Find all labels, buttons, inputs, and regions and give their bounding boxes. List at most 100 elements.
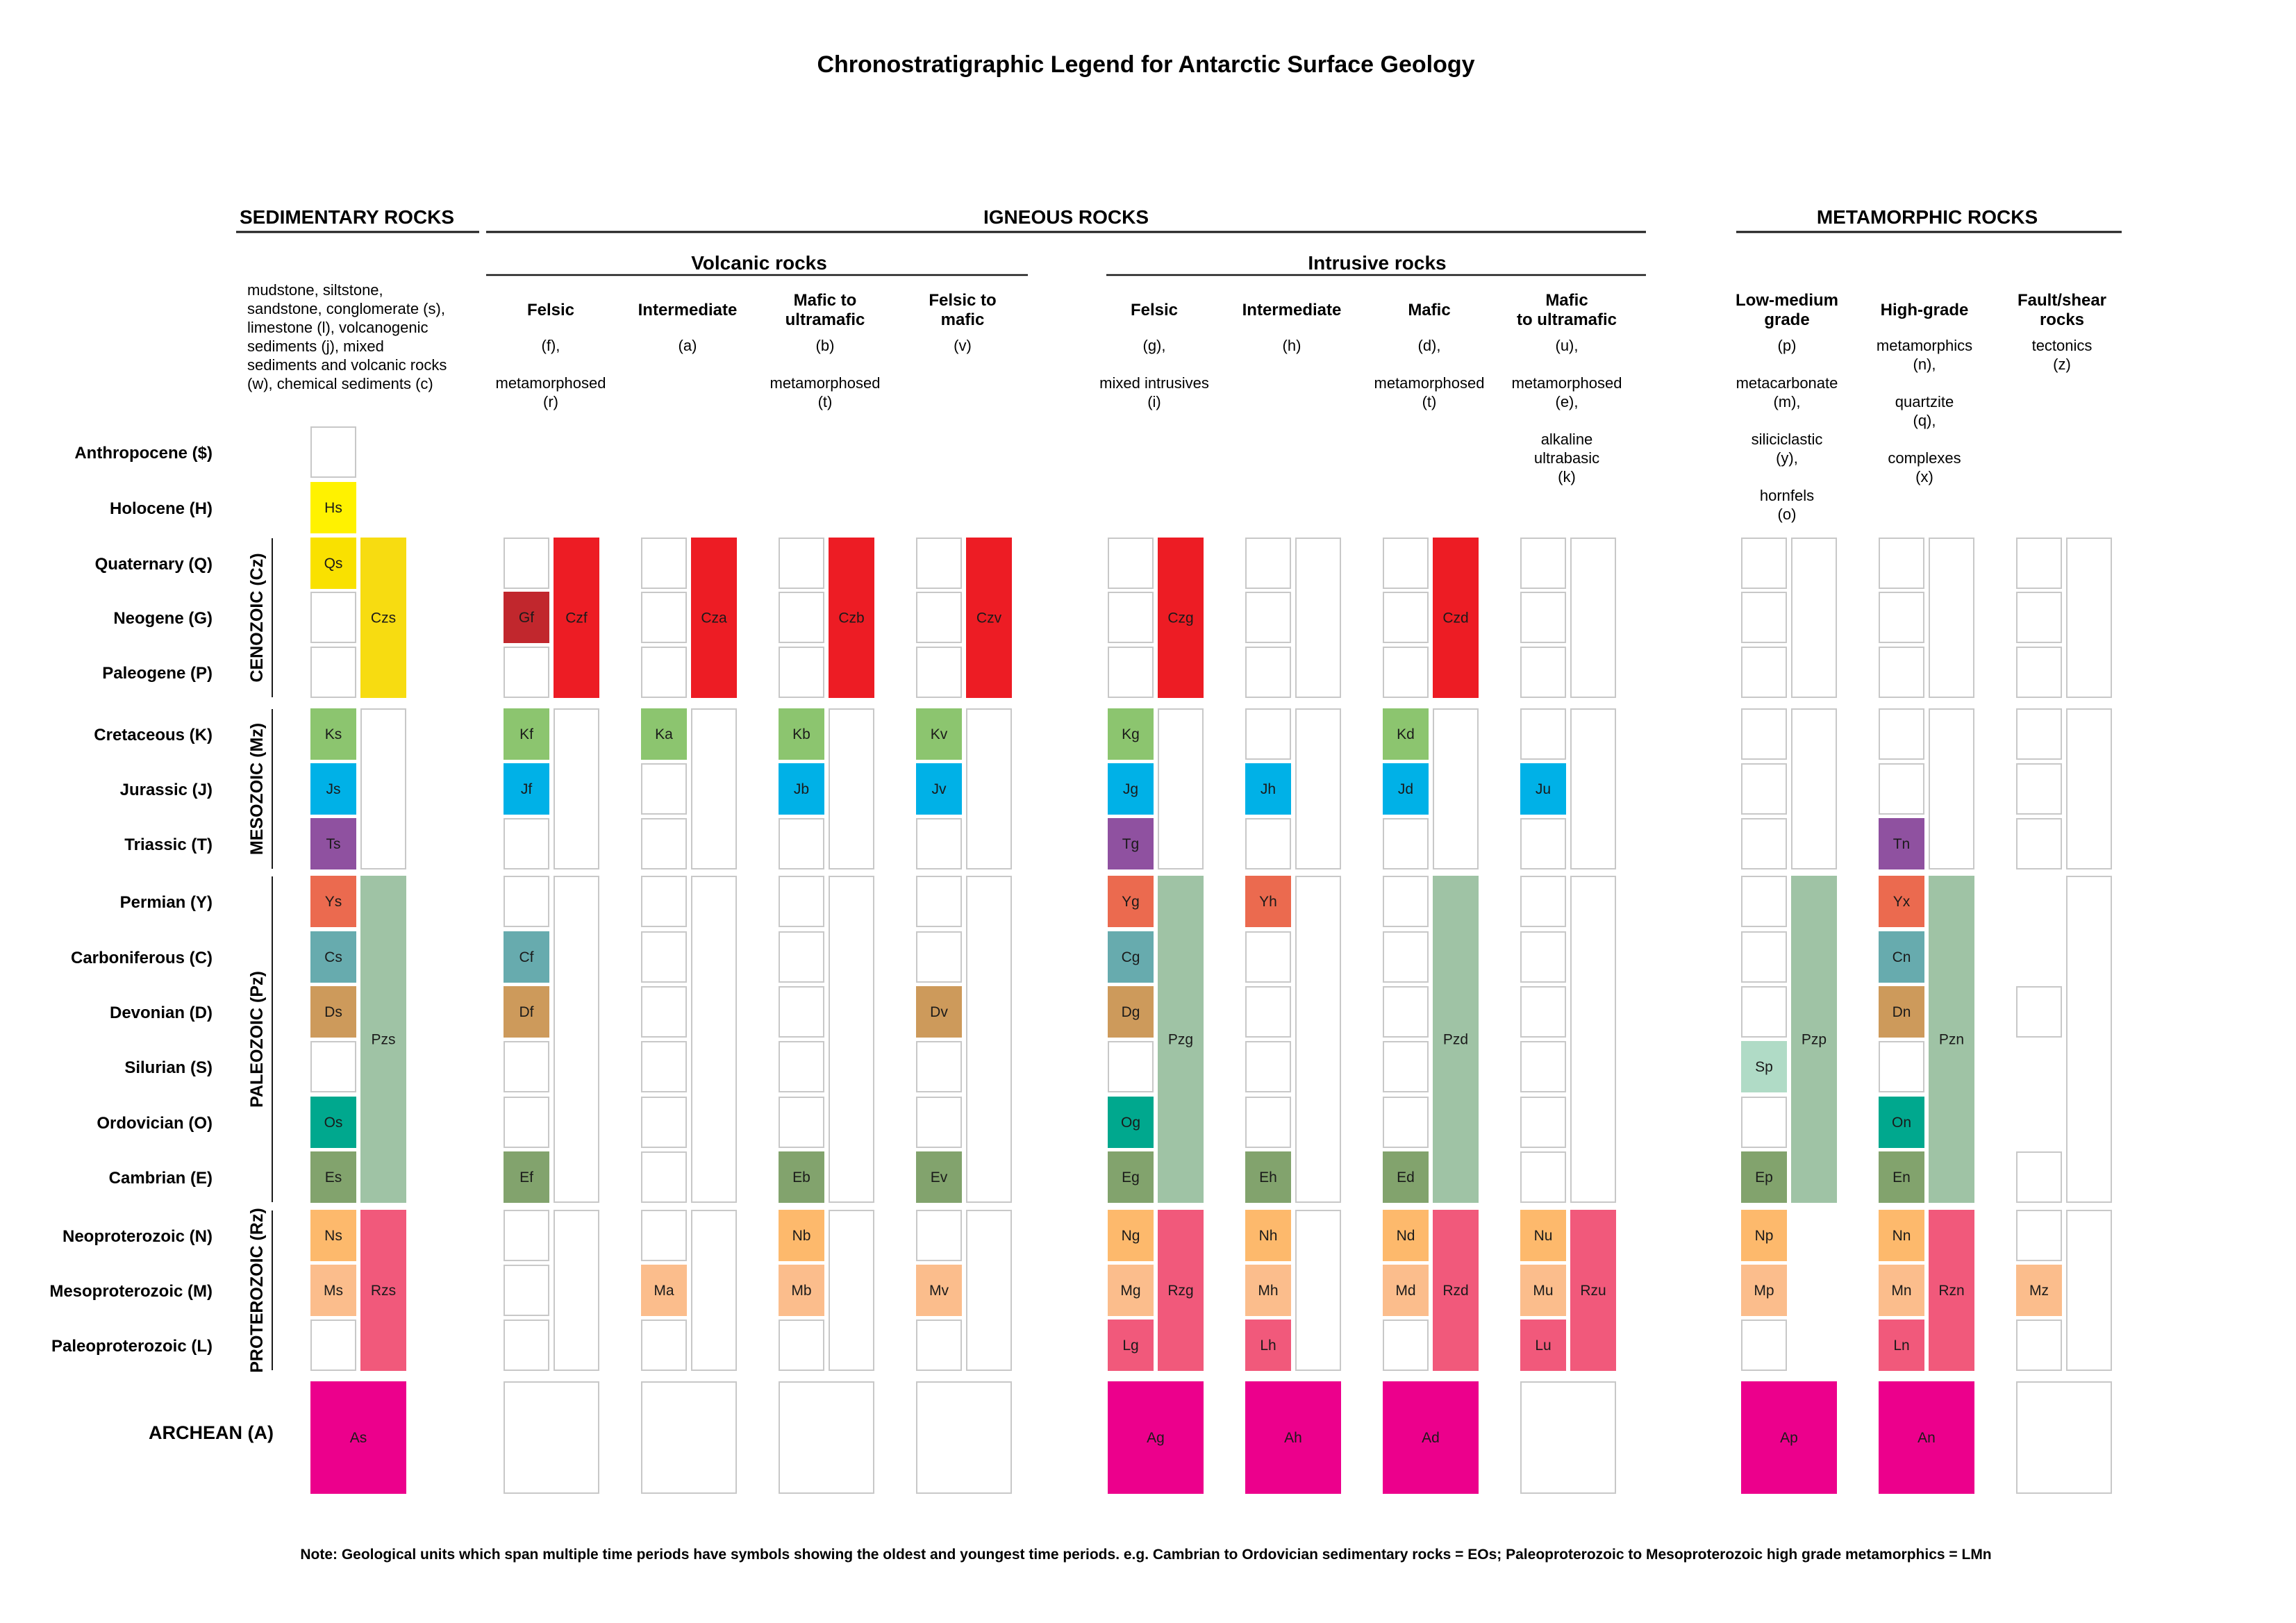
unit-code-df: Df (519, 1004, 534, 1020)
unit-code-cn: Cn (1892, 949, 1911, 965)
unit-code-czf: Czf (565, 610, 588, 626)
column-desc-intermediate-i: (h) (1283, 337, 1301, 354)
column-title-mafic-ultra-i: to ultramafic (1517, 310, 1617, 329)
empty-cell (779, 592, 824, 643)
empty-cell (1741, 931, 1787, 983)
period-holocene-h: Holocene (H) (110, 499, 213, 518)
period-ordovician-o: Ordovician (O) (97, 1114, 213, 1133)
unit-code-ds: Ds (324, 1004, 342, 1020)
unit-czb (829, 538, 874, 698)
unit-code-czb: Czb (838, 610, 864, 626)
empty-cell (1245, 986, 1291, 1038)
column-desc-felsic: (f), (542, 337, 560, 354)
column-desc-high-grade: quartzite (1895, 393, 1954, 410)
unit-code-kf: Kf (519, 726, 533, 742)
column-title-felsic: Felsic (527, 301, 574, 319)
period-anthropocene: Anthropocene ($) (74, 444, 213, 463)
period-paleoproterozoic-l: Paleoproterozoic (L) (51, 1337, 213, 1356)
empty-cell (916, 818, 962, 869)
empty-cell (1383, 1041, 1429, 1092)
empty-cell (779, 876, 824, 927)
column-desc-fault: tectonics (2032, 337, 2093, 354)
empty-cell (1520, 592, 1566, 643)
column-intermediate-i: Jh Yh Eh Nh Mh Lh Ah (1245, 538, 1341, 1494)
empty-cell (1245, 708, 1291, 760)
empty-cell (1108, 647, 1154, 698)
empty-cell (1570, 538, 1616, 698)
empty-cell (779, 538, 824, 589)
empty-cell (1520, 1151, 1566, 1203)
unit-code-ln: Ln (1893, 1338, 1909, 1354)
legend-title: Chronostratigraphic Legend for Antarctic… (817, 51, 1474, 78)
column-low-med: Sp Ep Pzp Np Mp Ap (1741, 538, 1837, 1494)
empty-cell (2016, 763, 2062, 815)
era-label: PROTEROZOIC (Rz) (247, 1208, 267, 1373)
section-sedimentary: SEDIMENTARY ROCKS (240, 206, 454, 228)
empty-cell (1570, 876, 1616, 1203)
empty-cell (1383, 1097, 1429, 1148)
unit-pzn (1929, 876, 1974, 1203)
unit-code-nd: Nd (1397, 1228, 1415, 1244)
unit-code-en: En (1892, 1170, 1911, 1185)
column-title-mafic-ultra-v: Mafic to (794, 291, 857, 310)
column-title-felsic-mafic: Felsic to (929, 291, 996, 310)
empty-cell (779, 1041, 824, 1092)
unit-on (1879, 1097, 1924, 1148)
empty-cell (554, 876, 599, 1203)
empty-cell (641, 1320, 687, 1371)
column-mafic-ultra-v: Czb Kb Jb Eb Nb Mb (779, 538, 874, 1494)
unit-code-an: An (1918, 1430, 1936, 1446)
empty-cell (916, 538, 962, 589)
unit-mn (1879, 1265, 1924, 1316)
column-title-intermediate-v: Intermediate (638, 301, 738, 319)
unit-ds (310, 986, 356, 1038)
unit-ms (310, 1265, 356, 1316)
column-desc-mafic-ultra-i: (e), (1556, 393, 1579, 410)
empty-cell (2016, 538, 2062, 589)
archean-label: ARCHEAN (A) (149, 1422, 274, 1443)
unit-code-rzd: Rzd (1442, 1283, 1468, 1299)
unit-code-nn: Nn (1892, 1228, 1911, 1244)
empty-cell (1520, 931, 1566, 983)
unit-ep (1741, 1151, 1787, 1203)
empty-cell (1741, 538, 1787, 589)
column-desc-low-med: (y), (1776, 449, 1798, 467)
empty-cell (1295, 1210, 1341, 1371)
unit-mv (916, 1265, 962, 1316)
empty-cell (691, 876, 737, 1203)
unit-code-mu: Mu (1533, 1283, 1553, 1299)
unit-ed (1383, 1151, 1429, 1203)
empty-cell (1245, 538, 1291, 589)
empty-cell (2016, 986, 2062, 1038)
unit-code-ag: Ag (1147, 1430, 1165, 1446)
unit-dg (1108, 986, 1154, 1038)
unit-lu (1520, 1320, 1566, 1371)
empty-cell (2016, 1210, 2062, 1261)
empty-cell (1929, 538, 1974, 698)
unit-lh (1245, 1320, 1291, 1371)
unit-jh (1245, 763, 1291, 815)
empty-cell (310, 1320, 356, 1371)
unit-yx (1879, 876, 1924, 927)
period-silurian-s: Silurian (S) (124, 1058, 213, 1077)
period-carboniferous-c: Carboniferous (C) (71, 949, 213, 967)
era-labels: CENOZOIC (Cz) MESOZOIC (Mz) PALEOZOIC (Pz)… (247, 538, 273, 1373)
empty-cell (916, 1381, 1012, 1494)
empty-cell (641, 1041, 687, 1092)
unit-mp (1741, 1265, 1787, 1316)
unit-code-mb: Mb (791, 1283, 811, 1299)
empty-cell (1433, 708, 1479, 869)
empty-cell (916, 647, 962, 698)
empty-cell (1520, 647, 1566, 698)
column-desc-felsic-i: (g), (1143, 337, 1166, 354)
unit-code-mz: Mz (2029, 1283, 2049, 1299)
column-desc-mafic-ultra-i: alkaline (1541, 431, 1593, 448)
unit-code-pzd: Pzd (1443, 1032, 1468, 1048)
unit-rzn (1929, 1210, 1974, 1371)
empty-cell (779, 647, 824, 698)
empty-cell (1520, 708, 1566, 760)
column-desc-high-grade: (x) (1915, 468, 1933, 485)
unit-code-kg: Kg (1122, 726, 1140, 742)
empty-cell (1741, 763, 1787, 815)
